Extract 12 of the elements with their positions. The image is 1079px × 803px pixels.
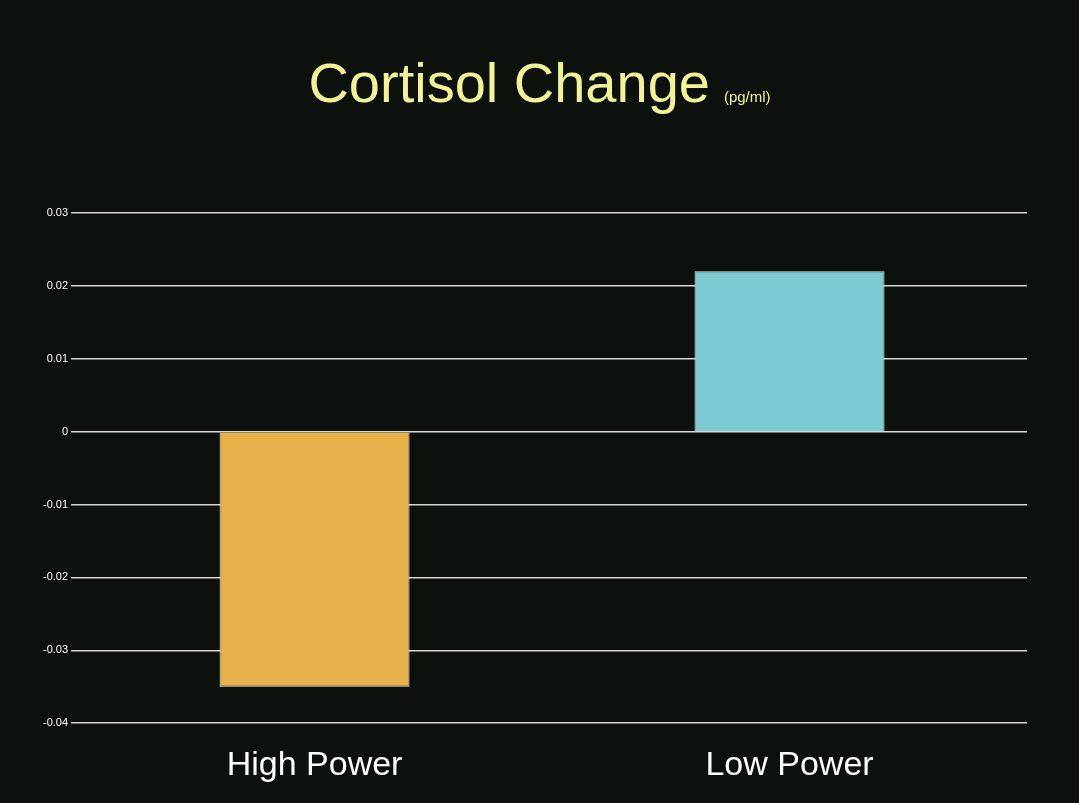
y-tick-label: -0.03: [42, 643, 69, 656]
x-tick-label: Low Power: [705, 743, 874, 782]
y-tick-label: 0: [61, 424, 69, 437]
x-tick-label: High Power: [226, 743, 403, 782]
y-tick-label: -0.04: [42, 716, 69, 729]
y-tick-label: -0.02: [42, 570, 69, 583]
y-tick-label: 0.01: [46, 351, 69, 364]
chart-title: Cortisol Change: [308, 51, 710, 114]
y-tick-label: 0.02: [46, 278, 69, 291]
y-tick-label: -0.01: [42, 497, 69, 510]
y-tick-label: 0.03: [46, 206, 69, 219]
chart-subtitle: (pg/ml): [723, 88, 771, 105]
